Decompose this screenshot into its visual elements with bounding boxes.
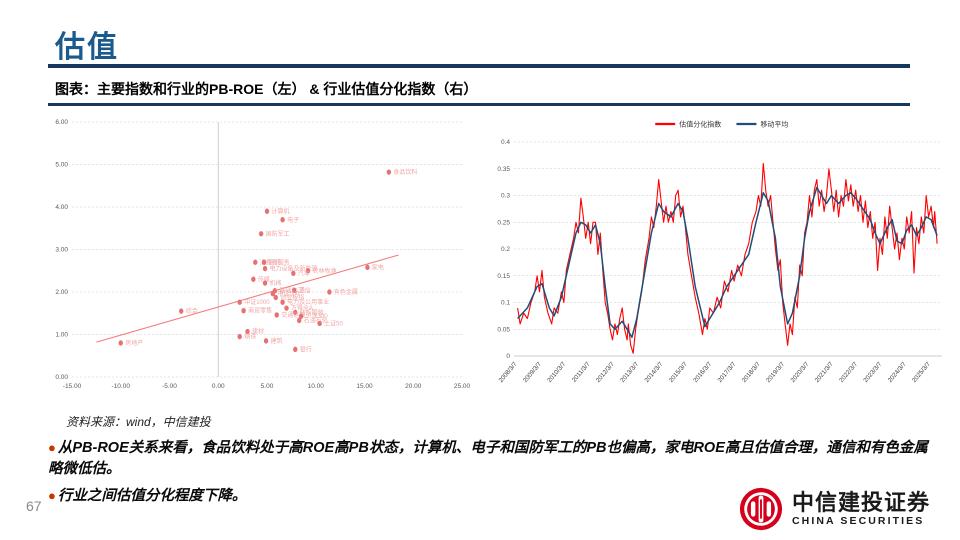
svg-text:消费者服务: 消费者服务	[260, 258, 290, 266]
svg-text:2019/3/7: 2019/3/7	[765, 360, 786, 384]
svg-text:25.00: 25.00	[454, 383, 471, 390]
chart-caption: 图表：主要指数和行业的PB-ROE（左） & 行业估值分化指数（右）	[55, 81, 478, 97]
svg-text:有色金属: 有色金属	[334, 288, 358, 296]
svg-text:2013/3/7: 2013/3/7	[619, 360, 640, 384]
svg-text:上证50: 上证50	[324, 319, 343, 327]
svg-text:电力及公用事业: 电力及公用事业	[287, 298, 329, 306]
page-title: 估值	[55, 31, 119, 64]
svg-text:创业板指: 创业板指	[280, 294, 304, 302]
svg-text:-5.00: -5.00	[162, 383, 177, 390]
logo-english-name: CHINA SECURITIES	[791, 515, 925, 528]
svg-text:2024/3/7: 2024/3/7	[887, 360, 908, 384]
svg-text:通信: 通信	[299, 286, 311, 294]
bullet-icon: ●	[48, 440, 56, 455]
svg-text:交通运输: 交通运输	[281, 311, 305, 319]
bullet-text-1: 从PB-ROE关系来看，食品饮料处于高ROE高PB状态，计算机、电子和国防军工的…	[48, 440, 928, 478]
pb-roe-scatter-chart: 0.00 1.00 2.00 3.00 4.00 5.00 6.00 -15.00 -10.00…	[42, 114, 472, 399]
svg-text:2009/3/7: 2009/3/7	[522, 360, 543, 384]
svg-text:移动平均: 移动平均	[760, 120, 788, 129]
svg-text:0.00: 0.00	[55, 374, 68, 381]
svg-text:5.00: 5.00	[261, 383, 274, 390]
svg-text:5.00: 5.00	[55, 162, 68, 169]
svg-text:机械: 机械	[270, 279, 282, 287]
svg-text:中证500: 中证500	[277, 290, 300, 298]
svg-text:2014/3/7: 2014/3/7	[643, 360, 664, 384]
bullet-list: ● 从PB-ROE关系来看，食品饮料处于高ROE高PB状态，计算机、电子和国防军工…	[48, 438, 928, 513]
svg-text:传媒: 传媒	[258, 275, 270, 283]
svg-text:2.00: 2.00	[55, 289, 68, 296]
source-note: 资料来源：wind，中信建投	[66, 415, 211, 429]
svg-text:医药: 医药	[269, 258, 281, 266]
caption-divider-bar	[48, 103, 910, 106]
svg-text:电子: 电子	[287, 216, 299, 224]
svg-text:3.00: 3.00	[55, 247, 68, 254]
citic-logo-icon	[739, 487, 783, 531]
svg-text:万得全A: 万得全A	[291, 304, 313, 312]
svg-text:0.25: 0.25	[497, 219, 510, 226]
svg-text:建筑: 建筑	[271, 337, 283, 345]
svg-text:2025/3/7: 2025/3/7	[911, 360, 932, 384]
svg-text:0: 0	[506, 353, 510, 360]
svg-text:家电: 家电	[372, 263, 384, 271]
valuation-divergence-line-chart: 0 0.05 0.1 0.15 0.2 0.25 0.3 0.35 0.4 2008/3/7 200…	[488, 112, 956, 404]
svg-text:纺织服装: 纺织服装	[300, 308, 324, 316]
svg-text:房地产: 房地产	[125, 339, 143, 347]
svg-text:综合: 综合	[186, 307, 198, 315]
svg-text:商贸零售: 商贸零售	[248, 307, 272, 315]
svg-text:国防军工: 国防军工	[266, 230, 290, 238]
svg-text:20.00: 20.00	[405, 383, 422, 390]
bullet-item: ● 行业之间估值分化程度下降。	[48, 486, 928, 507]
svg-text:0.35: 0.35	[497, 166, 510, 173]
svg-text:电力设备及新能源: 电力设备及新能源	[270, 265, 318, 273]
svg-text:2022/3/7: 2022/3/7	[838, 360, 859, 384]
bullet-icon: ●	[48, 488, 56, 504]
svg-text:1.00: 1.00	[55, 332, 68, 339]
svg-text:建材: 建材	[252, 328, 264, 336]
svg-text:2016/3/7: 2016/3/7	[692, 360, 713, 384]
svg-text:中证1000: 中证1000	[244, 298, 270, 306]
svg-text:2010/3/7: 2010/3/7	[546, 360, 567, 384]
svg-text:2023/3/7: 2023/3/7	[862, 360, 883, 384]
svg-text:农林牧渔: 农林牧渔	[312, 267, 336, 275]
svg-text:石油石化: 石油石化	[304, 316, 328, 324]
svg-text:0.1: 0.1	[501, 300, 510, 307]
svg-text:2012/3/7: 2012/3/7	[595, 360, 616, 384]
svg-text:2020/3/7: 2020/3/7	[789, 360, 810, 384]
svg-text:2015/3/7: 2015/3/7	[668, 360, 689, 384]
svg-text:2008/3/7: 2008/3/7	[498, 360, 519, 384]
svg-text:2018/3/7: 2018/3/7	[741, 360, 762, 384]
svg-text:0.05: 0.05	[497, 326, 510, 333]
logo-chinese-name: 中信建投证券	[791, 489, 930, 515]
page-number: 67	[26, 498, 42, 514]
svg-text:10.00: 10.00	[308, 383, 325, 390]
svg-text:-15.00: -15.00	[63, 383, 82, 390]
company-logo: 中信建投证券 CHINA SECURITIES	[738, 486, 930, 532]
svg-text:6.00: 6.00	[55, 119, 68, 126]
svg-text:估值分化指数: 估值分化指数	[679, 120, 721, 129]
svg-text:2021/3/7: 2021/3/7	[814, 360, 835, 384]
svg-text:0.15: 0.15	[497, 273, 510, 280]
svg-text:0.00: 0.00	[212, 383, 225, 390]
svg-text:4.00: 4.00	[55, 204, 68, 211]
svg-text:计算机: 计算机	[272, 207, 290, 215]
svg-text:银行: 银行	[300, 345, 312, 353]
svg-text:沪深300: 沪深300	[306, 312, 329, 320]
svg-text:0.2: 0.2	[501, 246, 510, 253]
svg-text:0.3: 0.3	[501, 193, 510, 200]
top-divider-bar	[48, 64, 910, 68]
svg-text:基础化工: 基础化工	[279, 287, 303, 295]
svg-text:15.00: 15.00	[356, 383, 373, 390]
svg-text:-10.00: -10.00	[112, 383, 131, 390]
svg-text:2011/3/7: 2011/3/7	[571, 360, 592, 383]
svg-text:钢铁: 钢铁	[244, 333, 256, 341]
bullet-item: ● 从PB-ROE关系来看，食品饮料处于高ROE高PB状态，计算机、电子和国防军工…	[48, 438, 928, 480]
svg-text:食品饮料: 食品饮料	[393, 168, 417, 176]
svg-text:0.4: 0.4	[501, 139, 510, 146]
svg-text:汽车: 汽车	[298, 269, 310, 277]
svg-text:2017/3/7: 2017/3/7	[716, 360, 737, 384]
bullet-text-2: 行业之间估值分化程度下降。	[57, 488, 247, 505]
